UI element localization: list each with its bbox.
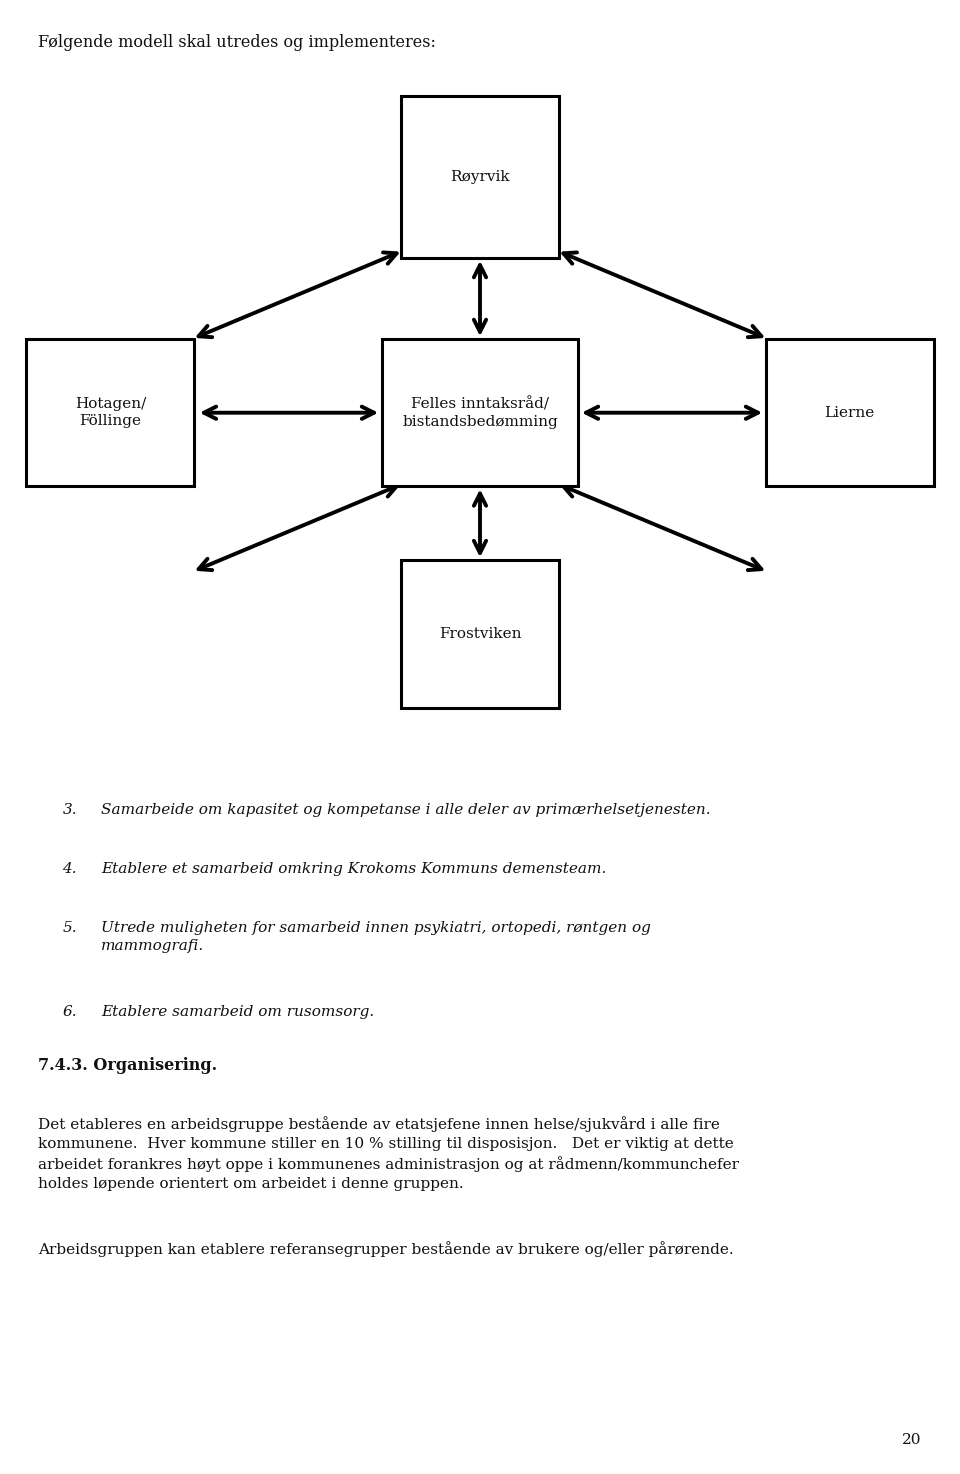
Bar [27, 339, 194, 486]
Text: 5.: 5. [62, 921, 77, 935]
Text: Lierne: Lierne [825, 405, 875, 420]
Text: Felles inntaksråd/
bistandsbedømming: Felles inntaksråd/ bistandsbedømming [402, 397, 558, 429]
Text: Røyrvik: Røyrvik [450, 170, 510, 184]
Bar [382, 339, 578, 486]
Text: Følgende modell skal utredes og implementeres:: Følgende modell skal utredes og implemen… [38, 34, 436, 52]
Bar [766, 339, 933, 486]
Text: Samarbeide om kapasitet og kompetanse i alle deler av primærhelsetjenesten.: Samarbeide om kapasitet og kompetanse i … [101, 803, 710, 817]
Text: Arbeidsgruppen kan etablere referansegrupper bestående av brukere og/eller pårør: Arbeidsgruppen kan etablere referansegru… [38, 1241, 734, 1257]
Text: Hotagen/
Föllinge: Hotagen/ Föllinge [75, 397, 146, 429]
Text: 20: 20 [902, 1434, 922, 1447]
Text: Etablere samarbeid om rusomsorg.: Etablere samarbeid om rusomsorg. [101, 1005, 374, 1019]
Text: 4.: 4. [62, 862, 77, 876]
Text: Det etableres en arbeidsgruppe bestående av etatsjefene innen helse/sjukvård i a: Det etableres en arbeidsgruppe bestående… [38, 1116, 739, 1191]
Bar [400, 560, 559, 708]
Bar [400, 96, 559, 258]
Text: 7.4.3. Organisering.: 7.4.3. Organisering. [38, 1057, 218, 1075]
Text: Frostviken: Frostviken [439, 626, 521, 641]
Text: 6.: 6. [62, 1005, 77, 1019]
Text: Etablere et samarbeid omkring Krokoms Kommuns demensteam.: Etablere et samarbeid omkring Krokoms Ko… [101, 862, 606, 876]
Text: 3.: 3. [62, 803, 77, 817]
Text: Utrede muligheten for samarbeid innen psykiatri, ortopedi, røntgen og
mammografi: Utrede muligheten for samarbeid innen ps… [101, 921, 651, 954]
